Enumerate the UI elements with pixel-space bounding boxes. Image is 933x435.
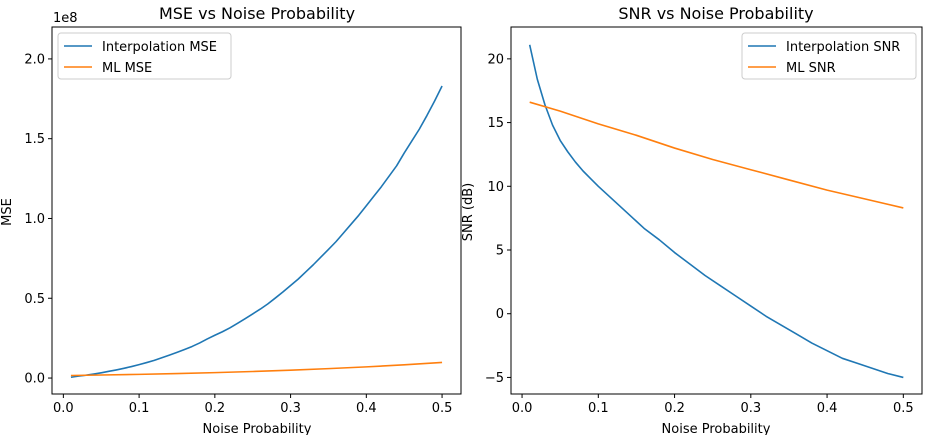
y-tick-label: 0.0 bbox=[24, 372, 45, 387]
chart-title: MSE vs Noise Probability bbox=[159, 4, 355, 23]
series-line-ml-mse bbox=[70, 361, 443, 377]
x-tick-label: 0.1 bbox=[129, 401, 150, 416]
y-axis-label: SNR (dB) bbox=[461, 183, 476, 241]
series-line-ml-snr bbox=[529, 101, 904, 209]
x-tick-label: 0.5 bbox=[432, 401, 453, 416]
x-tick-label: 0.3 bbox=[740, 401, 761, 416]
y-axis-offset-label: 1e8 bbox=[53, 11, 78, 26]
y-axis-label: MSE bbox=[0, 198, 15, 226]
y-tick-label: 0.5 bbox=[24, 292, 45, 307]
x-tick-label: 0.2 bbox=[664, 401, 685, 416]
y-tick-label: 20 bbox=[487, 52, 504, 67]
y-tick-label: 15 bbox=[487, 116, 504, 131]
x-axis-label: Noise Probability bbox=[203, 422, 312, 435]
legend-label-interpolation-snr: Interpolation SNR bbox=[786, 40, 900, 55]
legend: Interpolation MSE ML MSE bbox=[57, 32, 232, 80]
chart-title: SNR vs Noise Probability bbox=[618, 4, 813, 23]
axes-frame bbox=[510, 26, 923, 395]
axis-ticks: 0.0 0.1 0.2 0.3 0.4 0.5 −5 0 5 10 15 20 bbox=[485, 52, 914, 416]
x-axis-label: Noise Probability bbox=[662, 422, 771, 435]
axis-ticks: 0.0 0.1 0.2 0.3 0.4 0.5 0.0 0.5 1.0 1.5 2.0 bbox=[24, 52, 452, 416]
x-tick-label: 0.4 bbox=[817, 401, 838, 416]
x-tick-label: 0.1 bbox=[588, 401, 609, 416]
legend-frame bbox=[741, 32, 917, 80]
y-tick-label: 1.0 bbox=[24, 212, 45, 227]
axes-frame bbox=[51, 26, 462, 395]
y-tick-label: 2.0 bbox=[24, 52, 45, 67]
y-tick-label: −5 bbox=[485, 371, 504, 386]
legend-label-ml-snr: ML SNR bbox=[786, 61, 836, 76]
legend-label-interpolation-mse: Interpolation MSE bbox=[102, 40, 217, 55]
legend-label-ml-mse: ML MSE bbox=[102, 61, 152, 76]
x-tick-label: 0.2 bbox=[204, 401, 225, 416]
y-tick-label: 5 bbox=[496, 244, 504, 259]
legend: Interpolation SNR ML SNR bbox=[741, 32, 917, 80]
x-tick-label: 0.3 bbox=[280, 401, 301, 416]
series-line-interpolation-snr bbox=[528, 44, 904, 379]
y-tick-label: 10 bbox=[487, 180, 504, 195]
x-tick-label: 0.4 bbox=[356, 401, 377, 416]
mse-chart: MSE vs Noise Probability 1e8 MSE Noise P… bbox=[0, 4, 462, 435]
plot-area bbox=[528, 44, 904, 379]
plot-area bbox=[70, 85, 443, 379]
x-tick-label: 0.0 bbox=[512, 401, 533, 416]
y-tick-label: 1.5 bbox=[24, 132, 45, 147]
y-tick-label: 0 bbox=[496, 307, 504, 322]
x-tick-label: 0.0 bbox=[53, 401, 74, 416]
legend-frame bbox=[57, 32, 232, 80]
snr-chart: SNR vs Noise Probability SNR (dB) Noise … bbox=[461, 4, 923, 435]
series-line-interpolation-mse bbox=[70, 85, 443, 379]
x-tick-label: 0.5 bbox=[893, 401, 914, 416]
